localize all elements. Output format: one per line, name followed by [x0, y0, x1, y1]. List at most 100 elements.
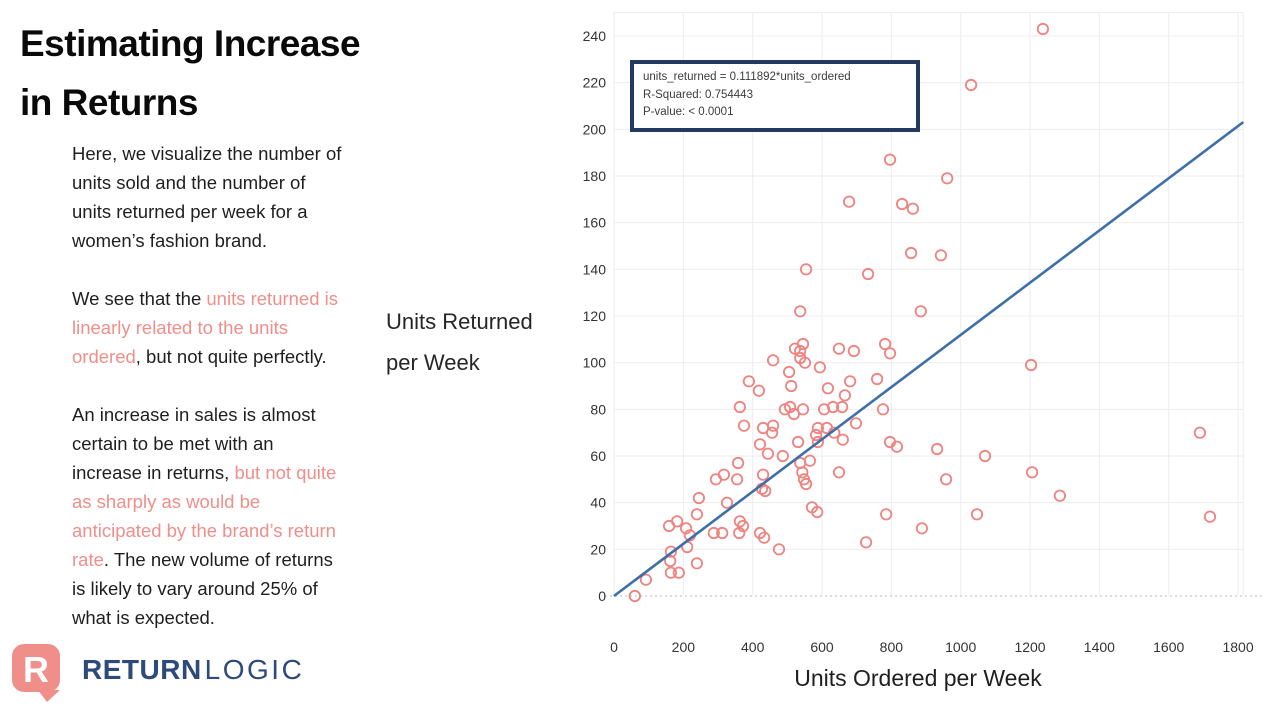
scatter-point	[785, 379, 798, 393]
body-text: , but not quite perfectly.	[135, 346, 327, 367]
y-tick-label: 160	[583, 215, 607, 231]
scatter-point	[733, 526, 746, 540]
scatter-point	[904, 246, 918, 260]
paragraph-2: We see that the units returned is linear…	[72, 284, 390, 371]
scatter-point	[803, 454, 817, 467]
scatter-point	[776, 449, 789, 463]
scatter-point	[796, 337, 810, 351]
scatter-point	[811, 505, 824, 519]
body-text-block: Here, we visualize the number of units s…	[72, 139, 390, 661]
scatter-point	[826, 400, 840, 414]
scatter-point	[843, 375, 857, 388]
scatter-point	[1036, 22, 1050, 36]
scatter-point	[914, 305, 927, 318]
logo-text-logic: LOGIC	[204, 654, 305, 685]
x-tick-label: 200	[672, 639, 696, 655]
scatter-point	[847, 344, 861, 358]
scatter-point	[1053, 489, 1067, 502]
scatter-point	[716, 526, 729, 540]
scatter-point	[757, 531, 771, 544]
scatter-point	[766, 419, 780, 432]
scatter-point	[672, 566, 685, 579]
y-tick-label: 0	[598, 588, 606, 604]
y-tick-label: 180	[583, 168, 607, 184]
scatter-point	[670, 515, 684, 528]
logo-text-return: RETURN	[82, 654, 202, 685]
x-tick-label: 1800	[1222, 639, 1253, 655]
scatter-point	[859, 536, 873, 549]
scatter-point	[756, 468, 770, 481]
scatter-point	[821, 382, 835, 395]
x-tick-label: 0	[610, 639, 618, 655]
scatter-point	[1026, 466, 1039, 479]
scatter-point	[737, 419, 751, 432]
logo-icon-letter: R	[23, 649, 49, 690]
scatter-point	[783, 400, 797, 414]
scatter-point	[765, 426, 779, 439]
scatter-point	[731, 456, 745, 470]
annotation-r-squared: R-Squared: 0.754443	[643, 88, 753, 101]
scatter-point	[796, 403, 810, 416]
returnlogic-logo: R RETURN LOGIC	[10, 642, 304, 702]
x-tick-label: 1600	[1153, 639, 1184, 655]
x-tick-label: 1200	[1014, 639, 1045, 655]
page-title: Estimating Increase in Returns	[20, 14, 361, 132]
scatter-point	[679, 522, 693, 535]
scatter-point	[796, 466, 809, 479]
scatter-point	[664, 566, 678, 579]
scatter-point	[811, 421, 825, 435]
scatter-point	[835, 400, 849, 414]
scatter-point	[941, 172, 954, 185]
y-tick-label: 240	[583, 28, 607, 44]
annotation-equation: units_returned = 0.111892*units_ordered	[643, 71, 851, 83]
scatter-point	[895, 197, 909, 211]
scatter-point	[934, 249, 948, 262]
scatter-point	[690, 508, 704, 521]
scatter-point	[791, 435, 805, 449]
scatter-point	[811, 435, 825, 449]
scatter-point	[752, 384, 766, 397]
y-tick-label: 60	[590, 448, 606, 464]
annotation-p-value: P-value: < 0.0001	[643, 106, 734, 118]
body-text: We see that the	[72, 288, 207, 309]
y-tick-label: 80	[590, 401, 606, 417]
scatter-point	[1193, 426, 1207, 439]
scatter-point	[964, 78, 978, 92]
scatter-point	[813, 361, 827, 374]
scatter-point	[849, 417, 863, 430]
scatter-point	[861, 267, 875, 281]
trend-line	[613, 121, 1245, 598]
scatter-point	[707, 526, 720, 540]
y-axis-title-line-1: Units Returned	[386, 309, 533, 334]
scatter-point	[692, 491, 706, 505]
scatter-point	[787, 407, 801, 421]
x-tick-label: 600	[810, 639, 834, 655]
scatter-point	[883, 347, 897, 360]
scatter-point	[970, 508, 984, 521]
scatter-point	[842, 195, 856, 208]
y-tick-label: 20	[590, 541, 606, 557]
scatter-point	[915, 522, 929, 535]
paragraph-1: Here, we visualize the number of units s…	[72, 139, 390, 255]
scatter-point	[782, 365, 796, 379]
scatter-point	[794, 305, 807, 318]
scatter-point	[766, 354, 780, 367]
y-tick-label: 140	[583, 261, 607, 277]
body-text: Here, we visualize the number of units s…	[72, 143, 342, 251]
scatter-point	[930, 442, 944, 456]
scatter-point	[832, 342, 846, 355]
scatter-point	[1025, 358, 1038, 372]
body-text: An increase in sales is almost certain t…	[72, 404, 316, 483]
logo-wordmark: RETURN LOGIC	[82, 654, 304, 686]
logo-icon-square	[12, 644, 60, 692]
scatter-point	[639, 573, 653, 586]
scatter-point	[809, 428, 823, 442]
scatter-point	[794, 344, 807, 358]
scatter-point	[753, 438, 767, 451]
scatter-point	[733, 400, 747, 414]
title-line-1: Estimating Increase	[20, 23, 361, 64]
paragraph-3: An increase in sales is almost certain t…	[72, 400, 390, 632]
scatter-point	[742, 375, 756, 388]
